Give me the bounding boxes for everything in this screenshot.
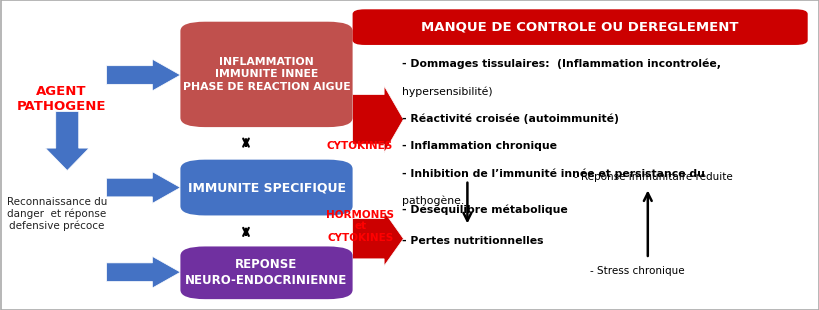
Polygon shape <box>106 59 180 91</box>
FancyBboxPatch shape <box>180 246 352 299</box>
Text: REPONSE
NEURO-ENDOCRINIENNE: REPONSE NEURO-ENDOCRINIENNE <box>185 258 347 287</box>
Text: HORMONES
et
CYTOKINES: HORMONES et CYTOKINES <box>326 210 394 243</box>
Text: - Déséquilibre métabolique: - Déséquilibre métabolique <box>401 205 567 215</box>
Text: - Dommages tissulaires:  (Inflammation incontrolée,: - Dommages tissulaires: (Inflammation in… <box>401 59 720 69</box>
Text: AGENT
PATHOGENE: AGENT PATHOGENE <box>16 85 106 113</box>
Text: - Inhibition de l’immunité innée et persistance du: - Inhibition de l’immunité innée et pers… <box>401 168 704 179</box>
Polygon shape <box>352 211 403 266</box>
Text: - Pertes nutritionnelles: - Pertes nutritionnelles <box>401 236 543 246</box>
Polygon shape <box>106 172 180 203</box>
Text: IMMUNITE SPECIFIQUE: IMMUNITE SPECIFIQUE <box>188 181 345 194</box>
Text: - Réponse immunitaire réduite: - Réponse immunitaire réduite <box>573 171 732 182</box>
Polygon shape <box>106 256 180 288</box>
Polygon shape <box>45 112 89 170</box>
FancyBboxPatch shape <box>180 22 352 127</box>
Polygon shape <box>352 86 403 153</box>
FancyBboxPatch shape <box>180 160 352 215</box>
FancyBboxPatch shape <box>352 9 807 45</box>
Text: - Réactivité croisée (autoimmunité): - Réactivité croisée (autoimmunité) <box>401 113 618 124</box>
Text: pathogène.: pathogène. <box>401 195 464 206</box>
Text: CYTOKINES: CYTOKINES <box>326 141 392 151</box>
Text: MANQUE DE CONTROLE OU DEREGLEMENT: MANQUE DE CONTROLE OU DEREGLEMENT <box>421 21 738 33</box>
Text: - Stress chronique: - Stress chronique <box>590 266 684 276</box>
Text: INFLAMMATION
IMMUNITE INNEE
PHASE DE REACTION AIGUE: INFLAMMATION IMMUNITE INNEE PHASE DE REA… <box>183 57 350 92</box>
Text: hypersensibilité): hypersensibilité) <box>401 86 492 97</box>
Text: Reconnaissance du
danger  et réponse
defensive précoce: Reconnaissance du danger et réponse defe… <box>7 197 106 231</box>
Text: - Inflammation chronique: - Inflammation chronique <box>401 141 556 151</box>
